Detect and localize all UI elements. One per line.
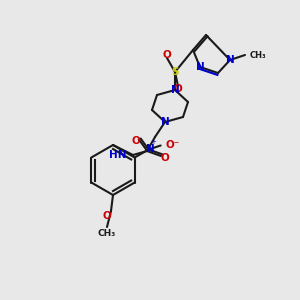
Text: N: N	[226, 55, 234, 65]
Text: O⁻: O⁻	[166, 140, 180, 151]
Text: O: O	[103, 211, 111, 221]
Text: O: O	[160, 153, 169, 163]
Text: O: O	[131, 136, 140, 146]
Text: O: O	[174, 84, 182, 94]
Text: N: N	[196, 62, 204, 72]
Text: N: N	[146, 143, 155, 154]
Text: CH₃: CH₃	[98, 229, 116, 238]
Text: O: O	[163, 50, 171, 60]
Text: N: N	[160, 117, 169, 127]
Text: +: +	[151, 140, 157, 146]
Text: N: N	[171, 85, 179, 95]
Text: S: S	[171, 67, 179, 77]
Text: HN: HN	[110, 150, 127, 160]
Text: CH₃: CH₃	[250, 50, 267, 59]
